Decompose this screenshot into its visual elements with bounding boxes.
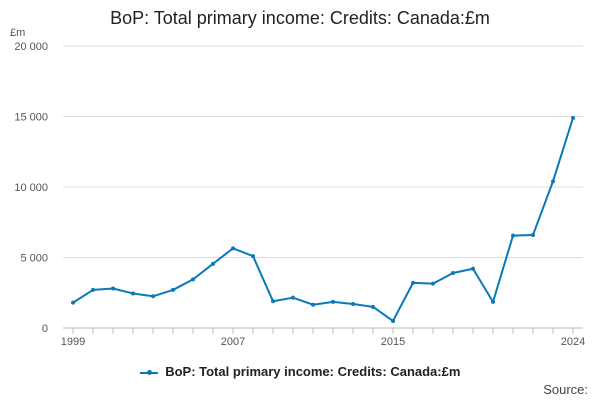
- source-label: Source:: [543, 382, 588, 397]
- x-tick-label: 2015: [381, 336, 405, 348]
- data-point: [171, 287, 175, 292]
- data-point: [511, 233, 515, 238]
- data-point: [191, 277, 195, 282]
- data-point: [151, 294, 155, 299]
- data-point: [231, 246, 235, 251]
- legend-swatch: [139, 369, 158, 375]
- data-point: [331, 299, 335, 304]
- series-layer: [71, 115, 575, 323]
- y-axis-ticks: 0 5 000 10 000 15 000 20 000: [14, 41, 48, 335]
- x-axis: [63, 327, 583, 334]
- x-tick-label: 2007: [221, 336, 245, 348]
- data-point: [351, 302, 355, 307]
- x-axis-ticks: 1999 2007 2015 2024: [61, 336, 585, 348]
- chart-title: BoP: Total primary income: Credits: Cana…: [110, 8, 490, 28]
- data-point: [551, 179, 555, 184]
- data-point: [311, 302, 315, 307]
- y-tick-label: 15 000: [14, 112, 48, 124]
- data-point: [451, 271, 455, 276]
- data-point: [391, 318, 395, 323]
- data-point: [571, 115, 575, 120]
- y-tick-label: 20 000: [14, 41, 48, 53]
- data-point: [211, 261, 215, 266]
- data-point: [411, 280, 415, 285]
- y-axis-unit-label: £m: [10, 27, 25, 39]
- data-point: [491, 299, 495, 304]
- legend[interactable]: BoP: Total primary income: Credits: Cana…: [0, 364, 600, 379]
- y-tick-label: 10 000: [14, 182, 48, 194]
- data-point: [531, 232, 535, 237]
- x-tick-label: 2024: [561, 336, 585, 348]
- data-point: [131, 291, 135, 296]
- data-point: [371, 304, 375, 309]
- data-point: [471, 266, 475, 271]
- y-tick-label: 0: [42, 323, 48, 335]
- y-tick-label: 5 000: [20, 253, 48, 265]
- data-point: [431, 281, 435, 286]
- legend-label: BoP: Total primary income: Credits: Cana…: [165, 364, 461, 379]
- series-line: [72, 117, 574, 322]
- data-point: [251, 254, 255, 259]
- data-point: [291, 295, 295, 300]
- data-point: [271, 299, 275, 304]
- data-point: [111, 286, 115, 291]
- x-tick-label: 1999: [61, 336, 85, 348]
- data-point: [91, 287, 95, 292]
- data-point: [71, 300, 75, 305]
- grid-lines: [63, 45, 583, 258]
